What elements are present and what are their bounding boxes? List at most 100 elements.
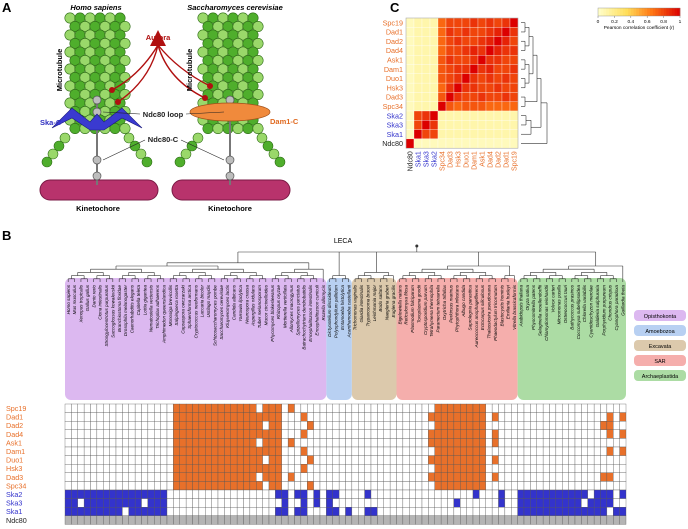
presence-cell	[568, 464, 576, 473]
presence-cell	[440, 455, 448, 465]
presence-cell	[472, 446, 480, 456]
species-label: Physcomitrella patens	[531, 284, 536, 330]
presence-cell	[504, 507, 512, 516]
presence-cell	[364, 472, 372, 482]
species-label: Thalassiosira pseudonana	[487, 285, 492, 339]
presence-cell	[472, 464, 480, 473]
presence-cell	[581, 498, 588, 508]
presence-cell	[332, 489, 340, 499]
presence-cell	[173, 446, 180, 456]
species-label: Rozella allomycis	[321, 284, 326, 320]
ndc80-domain	[92, 95, 102, 105]
presence-cell	[281, 429, 289, 439]
gene-label: Dad4	[6, 430, 23, 439]
presence-cell	[530, 464, 537, 473]
presence-cell	[256, 421, 263, 430]
presence-cell	[122, 455, 129, 465]
species-label: Spizellomyces punctatus	[295, 284, 300, 335]
presence-cell	[447, 455, 455, 465]
presence-cell	[460, 515, 467, 525]
presence-cell	[581, 455, 588, 465]
presence-cell	[300, 515, 308, 525]
clade-box	[351, 278, 397, 400]
heatmap-cell	[437, 82, 447, 93]
presence-cell	[281, 515, 289, 525]
presence-cell	[581, 464, 588, 473]
presence-cell	[434, 446, 442, 456]
presence-cell	[600, 472, 608, 482]
presence-cell	[224, 446, 231, 456]
heatmap-cell	[421, 17, 431, 28]
presence-cell	[211, 515, 219, 525]
species-label: Caenorhabditis elegans	[130, 284, 135, 333]
presence-cell	[402, 429, 410, 439]
presence-cell	[542, 489, 550, 499]
presence-cell	[536, 507, 544, 516]
presence-cell	[103, 464, 110, 473]
heatmap-cell	[413, 45, 423, 56]
presence-cell	[211, 481, 219, 491]
presence-cell	[147, 498, 155, 508]
presence-cell	[275, 472, 282, 482]
colorbar-tick-label: 1	[679, 19, 682, 25]
presence-cell	[217, 403, 225, 413]
presence-cell	[64, 412, 72, 422]
species-label: Euglena gracilis	[391, 284, 396, 317]
heatmap-cell	[477, 73, 487, 84]
heatmap-cell	[429, 27, 439, 37]
presence-cell	[179, 403, 187, 413]
presence-cell	[160, 421, 168, 430]
presence-cell	[434, 429, 442, 439]
species-label: Plasmodium falciparum	[410, 285, 415, 333]
presence-cell	[396, 464, 404, 473]
presence-cell	[491, 507, 499, 516]
presence-cell	[421, 455, 429, 465]
presence-cell	[115, 464, 123, 473]
heatmap-cell	[469, 55, 479, 65]
presence-cell	[389, 507, 397, 516]
presence-cell	[460, 481, 467, 491]
heatmap-cell	[485, 17, 495, 28]
presence-cell	[587, 464, 595, 473]
presence-cell	[173, 481, 180, 491]
presence-cell	[122, 515, 129, 525]
presence-cell	[224, 481, 231, 491]
presence-cell	[491, 464, 499, 473]
species-label: Schizosaccharomyces pombe	[212, 285, 217, 346]
presence-cell	[103, 481, 110, 491]
presence-cell	[358, 403, 365, 413]
tubulin	[256, 132, 268, 144]
diagram-label: Kinetochore	[208, 204, 252, 213]
presence-cell	[498, 421, 506, 430]
presence-cell	[275, 515, 282, 525]
diagram-title: Homo sapiens	[70, 3, 121, 12]
presence-cell	[530, 489, 537, 499]
colorbar-tick-label: 0	[597, 19, 600, 25]
species-label: Trichomonas vaginalis	[353, 284, 358, 330]
presence-cell	[64, 429, 72, 439]
panel-a	[39, 12, 291, 201]
presence-cell	[141, 472, 149, 482]
presence-cell	[593, 421, 601, 430]
presence-cell	[256, 438, 263, 448]
ndc80-domain	[92, 155, 102, 165]
presence-cell	[619, 464, 627, 473]
heatmap-cell	[437, 120, 447, 130]
presence-cell	[530, 507, 537, 516]
presence-cell	[549, 489, 557, 499]
presence-cell	[377, 446, 384, 456]
presence-cell	[83, 421, 91, 430]
presence-cell	[109, 489, 117, 499]
heatmap-cell	[469, 64, 479, 74]
presence-cell	[555, 455, 563, 465]
clade-box	[326, 278, 352, 400]
presence-cell	[415, 446, 423, 456]
presence-cell	[96, 472, 104, 482]
legend-swatch	[634, 310, 686, 321]
presence-cell	[409, 472, 416, 482]
presence-cell	[581, 403, 588, 413]
presence-cell	[256, 446, 263, 456]
presence-cell	[198, 498, 206, 508]
presence-cell	[377, 489, 384, 499]
heatmap-row-label: Dad4	[386, 46, 403, 55]
